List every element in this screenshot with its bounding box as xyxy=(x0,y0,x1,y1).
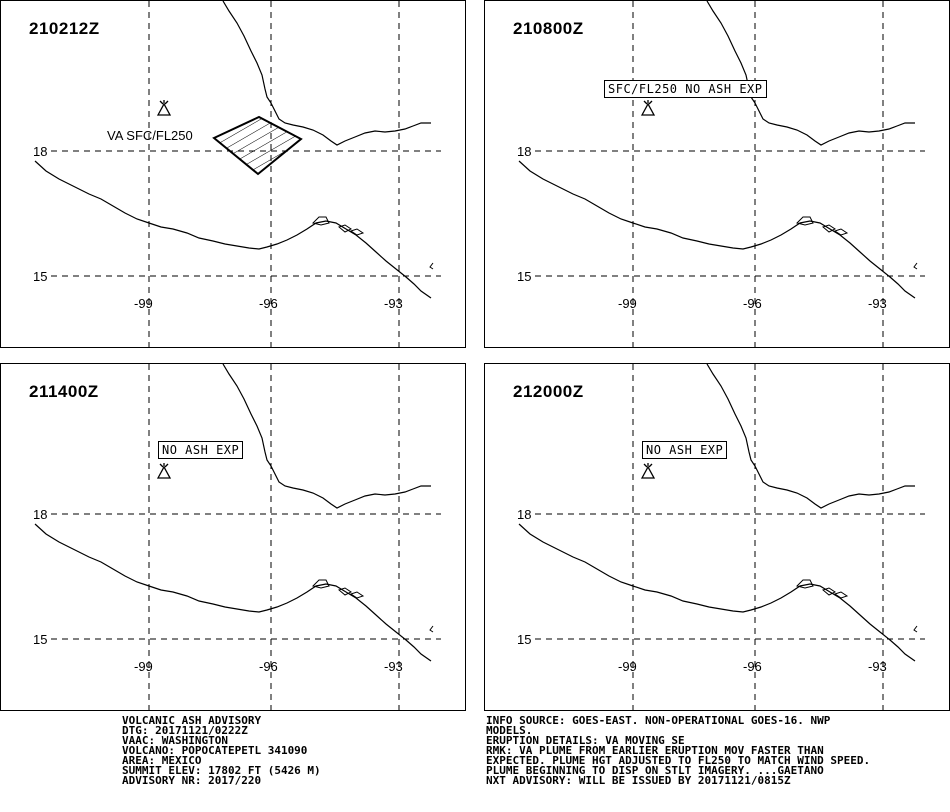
island-shape xyxy=(796,579,814,589)
advisory-line: PLUME BEGINNING TO DISP ON STLT IMAGERY.… xyxy=(486,764,824,777)
island-shape xyxy=(349,591,365,599)
latitude-label: 15 xyxy=(33,269,48,284)
advisory-line: MODELS. xyxy=(486,724,533,737)
ash-plume-polygon xyxy=(212,115,303,176)
latitude-label: 15 xyxy=(517,632,532,647)
coast-mark xyxy=(913,625,918,633)
latitude-label: 18 xyxy=(517,507,532,522)
valid-time-label: 212000Z xyxy=(513,382,584,401)
valid-time-label: 210212Z xyxy=(29,19,100,38)
advisory-line: RMK: VA PLUME FROM EARLIER ERUPTION MOV … xyxy=(486,744,824,757)
longitude-label: -93 xyxy=(384,296,403,311)
plume-label: VA SFC/FL250 xyxy=(107,128,193,143)
map-svg xyxy=(34,364,441,710)
map-svg xyxy=(518,364,925,710)
longitude-label: -93 xyxy=(868,296,887,311)
island-shape xyxy=(337,224,352,233)
advisory-line: VOLCANIC ASH ADVISORY xyxy=(122,714,262,727)
advisory-left: VOLCANIC ASH ADVISORY DTG: 20171121/0222Z… xyxy=(122,714,321,787)
longitude-label: -93 xyxy=(384,659,403,674)
longitude-label: -96 xyxy=(743,659,762,674)
island-shape xyxy=(312,216,330,226)
forecast-note-box: NO ASH EXP xyxy=(642,441,728,459)
island-shape xyxy=(349,228,365,236)
latitude-label: 15 xyxy=(33,632,48,647)
advisory-right: INFO SOURCE: GOES-EAST. NON-OPERATIONAL … xyxy=(486,714,871,787)
latitude-label: 15 xyxy=(517,269,532,284)
longitude-label: -96 xyxy=(259,659,278,674)
valid-time-label: 211400Z xyxy=(29,382,99,401)
longitude-label: -99 xyxy=(134,659,153,674)
advisory-line: SUMMIT ELEV: 17802 FT (5426 M) xyxy=(122,764,321,777)
island-shape xyxy=(821,587,836,596)
forecast-note-box: SFC/FL250 NO ASH EXP xyxy=(604,80,767,98)
island-shape xyxy=(337,587,352,596)
gulf-coastline xyxy=(706,364,915,509)
island-shape xyxy=(312,579,330,589)
advisory-line: ERUPTION DETAILS: VA MOVING SE xyxy=(486,734,685,747)
advisory-line: VAAC: WASHINGTON xyxy=(122,734,228,747)
map-panel-2: 210800Z 18 15 -99 -96 -93 SFC/FL250 NO ASH EXP xyxy=(484,0,950,348)
advisory-line: NXT ADVISORY: WILL BE ISSUED BY 20171121… xyxy=(486,774,791,787)
latitude-label: 18 xyxy=(33,144,48,159)
gulf-coastline xyxy=(222,1,431,146)
valid-time-label: 210800Z xyxy=(513,19,584,38)
pacific-coastline xyxy=(518,523,916,662)
longitude-label: -99 xyxy=(618,296,637,311)
map-svg xyxy=(34,1,441,347)
map-svg xyxy=(518,1,925,347)
longitude-label: -96 xyxy=(743,296,762,311)
advisory-line: DTG: 20171121/0222Z xyxy=(122,724,248,737)
map-panel-4: 212000Z 18 15 -99 -96 -93 NO ASH EXP xyxy=(484,363,950,711)
volcano-icon xyxy=(156,100,172,116)
longitude-label: -93 xyxy=(868,659,887,674)
longitude-label: -99 xyxy=(618,659,637,674)
pacific-coastline xyxy=(518,160,916,299)
forecast-note-box: NO ASH EXP xyxy=(158,441,244,459)
volcano-icon xyxy=(640,463,656,479)
map-panel-3: 211400Z 18 15 -99 -96 -93 NO ASH EXP xyxy=(0,363,466,711)
island-shape xyxy=(833,591,849,599)
advisory-line: EXPECTED. PLUME HGT ADJUSTED TO FL250 TO… xyxy=(486,754,871,767)
island-shape xyxy=(821,224,836,233)
advisory-line: ADVISORY NR: 2017/220 xyxy=(122,774,262,787)
pacific-coastline xyxy=(34,523,432,662)
longitude-label: -96 xyxy=(259,296,278,311)
coast-mark xyxy=(429,625,434,633)
volcano-icon xyxy=(640,100,656,116)
island-shape xyxy=(833,228,849,236)
longitude-label: -99 xyxy=(134,296,153,311)
map-panel-1: 210212Z 18 15 -99 -96 -93 VA SFC/FL250 xyxy=(0,0,466,348)
latitude-label: 18 xyxy=(517,144,532,159)
advisory-line: INFO SOURCE: GOES-EAST. NON-OPERATIONAL … xyxy=(486,714,831,727)
latitude-label: 18 xyxy=(33,507,48,522)
gulf-coastline xyxy=(222,364,431,509)
coast-mark xyxy=(429,262,434,270)
island-shape xyxy=(796,216,814,226)
gulf-coastline xyxy=(706,1,915,146)
volcano-icon xyxy=(156,463,172,479)
coast-mark xyxy=(913,262,918,270)
pacific-coastline xyxy=(34,160,432,299)
advisory-line: AREA: MEXICO xyxy=(122,754,202,767)
advisory-line: VOLCANO: POPOCATEPETL 341090 xyxy=(122,744,308,757)
